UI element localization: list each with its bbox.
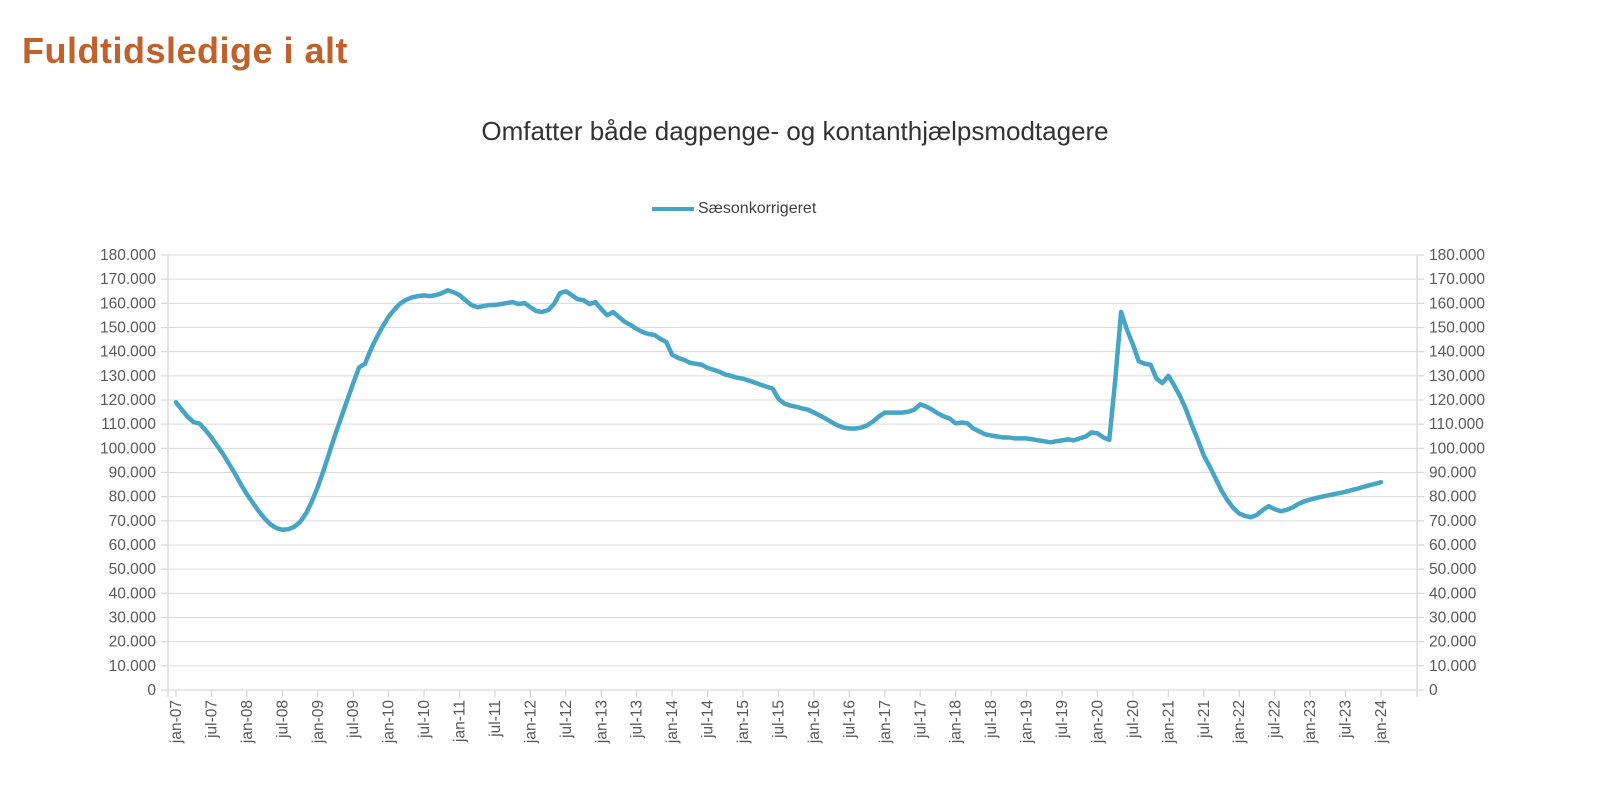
- right-y-tick-label: 70.000: [1429, 513, 1477, 530]
- x-tick-label: jan-20: [1089, 700, 1106, 744]
- left-y-tick-label: 180.000: [100, 247, 156, 264]
- right-y-tick-label: 120.000: [1429, 392, 1485, 409]
- right-y-tick-label: 50.000: [1429, 561, 1477, 578]
- x-tick-label: jan-22: [1231, 700, 1248, 744]
- series-line-saesonkorrigeret: [173, 288, 1384, 533]
- x-tick-label: jan-17: [877, 700, 894, 744]
- right-y-tick-label: 160.000: [1429, 295, 1485, 312]
- right-y-tick-label: 80.000: [1429, 489, 1477, 506]
- left-y-tick-label: 100.000: [100, 440, 156, 457]
- x-tick-label: jul-11: [487, 700, 504, 738]
- left-y-tick-label: 30.000: [109, 610, 157, 627]
- x-tick-label: jan-12: [522, 700, 539, 744]
- x-tick-label: jan-21: [1160, 700, 1177, 744]
- x-tick-label: jul-14: [700, 700, 717, 739]
- x-tick-label: jul-18: [983, 700, 1000, 739]
- x-tick-label: jul-13: [629, 700, 646, 739]
- left-y-tick-label: 40.000: [109, 585, 157, 602]
- left-y-tick-label: 90.000: [109, 465, 157, 482]
- x-tick-label: jul-19: [1054, 700, 1071, 739]
- left-y-tick-label: 70.000: [109, 513, 157, 530]
- left-y-tick-label: 50.000: [109, 561, 157, 578]
- right-y-tick-label: 90.000: [1429, 465, 1477, 482]
- x-tick-label: jul-21: [1196, 700, 1213, 739]
- x-tick-label: jan-07: [168, 700, 185, 744]
- legend-line-swatch: [652, 207, 694, 211]
- chart-title: Omfatter både dagpenge- og kontanthjælps…: [481, 116, 1109, 146]
- x-tick-label: jan-08: [239, 700, 256, 744]
- right-y-tick-label: 30.000: [1429, 610, 1477, 627]
- page-title: Fuldtidsledige i alt: [22, 30, 349, 71]
- right-y-tick-label: 40.000: [1429, 585, 1477, 602]
- left-y-tick-label: 140.000: [100, 344, 156, 361]
- right-y-tick-label: 10.000: [1429, 658, 1477, 675]
- x-tick-label: jan-24: [1373, 700, 1390, 744]
- x-tick-label: jan-23: [1302, 700, 1319, 744]
- left-y-tick-label: 80.000: [109, 489, 157, 506]
- right-y-tick-label: 0: [1429, 682, 1438, 699]
- right-y-tick-label: 130.000: [1429, 368, 1485, 385]
- right-y-tick-label: 60.000: [1429, 537, 1477, 554]
- x-tick-label: jan-18: [948, 700, 965, 744]
- left-y-tick-label: 120.000: [100, 392, 156, 409]
- x-tick-label: jul-16: [841, 700, 858, 739]
- x-tick-label: jul-15: [771, 700, 788, 739]
- right-y-tick-label: 150.000: [1429, 320, 1485, 337]
- x-tick-label: jul-17: [912, 700, 929, 739]
- left-y-tick-label: 160.000: [100, 295, 156, 312]
- x-tick-label: jul-22: [1267, 700, 1284, 739]
- x-tick-label: jan-11: [452, 700, 469, 743]
- x-tick-label: jul-07: [203, 700, 220, 739]
- right-y-tick-label: 180.000: [1429, 247, 1485, 264]
- left-y-tick-label: 20.000: [109, 634, 157, 651]
- x-tick-label: jan-10: [381, 700, 398, 744]
- x-tick-label: jan-09: [310, 700, 327, 744]
- right-y-tick-label: 140.000: [1429, 344, 1485, 361]
- x-tick-label: jul-23: [1338, 700, 1355, 739]
- x-tick-label: jul-10: [416, 700, 433, 739]
- x-tick-label: jan-16: [806, 700, 823, 744]
- x-tick-label: jan-19: [1019, 700, 1036, 744]
- x-tick-label: jan-15: [735, 700, 752, 744]
- left-y-tick-label: 170.000: [100, 271, 156, 288]
- x-tick-label: jan-14: [664, 700, 681, 744]
- legend-series-label: Sæsonkorrigeret: [698, 200, 817, 217]
- x-tick-label: jul-09: [345, 700, 362, 739]
- left-y-tick-label: 150.000: [100, 320, 156, 337]
- chart-legend: Sæsonkorrigeret: [652, 198, 816, 220]
- x-tick-label: jul-08: [274, 700, 291, 739]
- right-y-tick-label: 20.000: [1429, 634, 1477, 651]
- x-tick-label: jul-12: [558, 700, 575, 739]
- right-y-tick-label: 100.000: [1429, 440, 1485, 457]
- left-y-tick-label: 130.000: [100, 368, 156, 385]
- x-tick-label: jan-13: [593, 700, 610, 744]
- left-y-tick-label: 10.000: [109, 658, 157, 675]
- right-y-tick-label: 110.000: [1429, 416, 1484, 433]
- right-y-tick-label: 170.000: [1429, 271, 1485, 288]
- left-y-tick-label: 110.000: [101, 416, 156, 433]
- left-y-tick-label: 0: [147, 682, 156, 699]
- left-y-tick-label: 60.000: [109, 537, 157, 554]
- x-tick-label: jul-20: [1125, 700, 1142, 739]
